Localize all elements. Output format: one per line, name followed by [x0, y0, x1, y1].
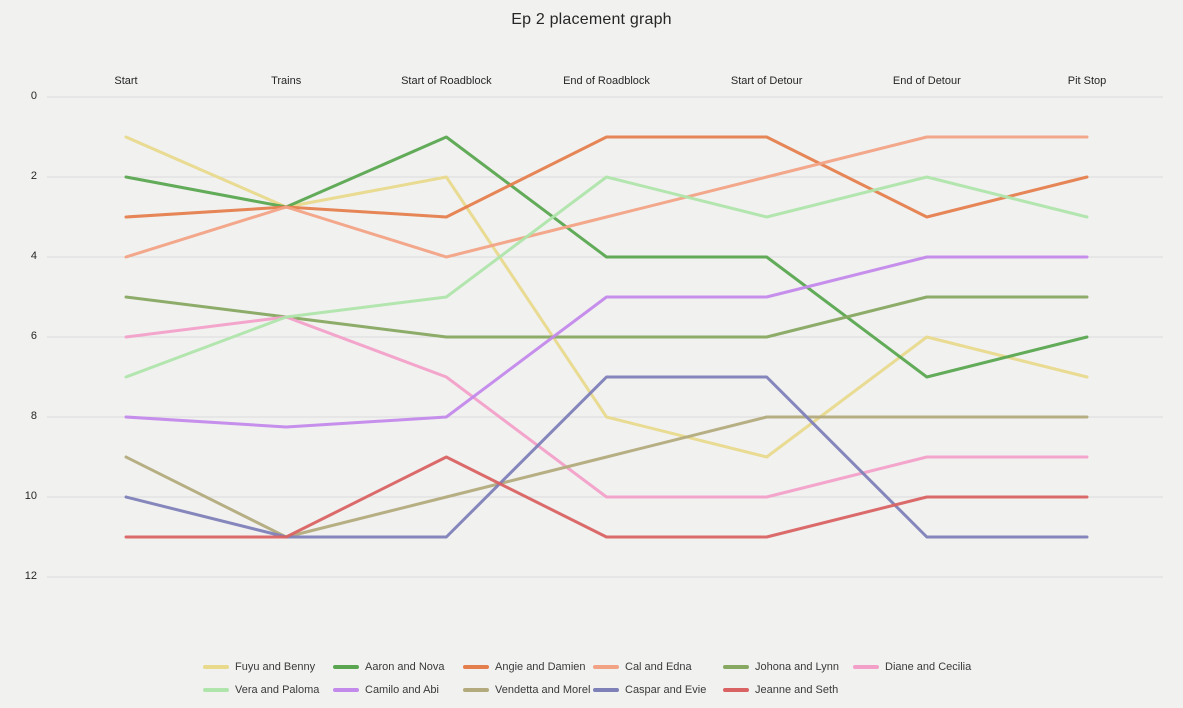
y-axis-tick-2: 2 [30, 170, 37, 182]
chart-title: Ep 2 placement graph [511, 11, 672, 28]
legend-swatch-fuyu-and-benny [203, 664, 229, 669]
legend-label: Aaron and Nova [365, 660, 445, 673]
y-axis-tick-8: 8 [30, 410, 37, 422]
x-axis-label-start-of-roadblock: Start of Roadblock [401, 75, 492, 87]
series-line-camilo-and-abi [124, 255, 1089, 429]
legend-label: Vendetta and Morel [495, 683, 591, 696]
legend-swatch-vendetta-and-morel [463, 687, 489, 692]
legend-label: Caspar and Evie [625, 683, 707, 696]
legend-label: Fuyu and Benny [235, 660, 316, 673]
legend-item-camilo-and-abi: Camilo and Abi [333, 684, 463, 696]
legend-label: Camilo and Abi [365, 683, 439, 696]
x-axis-label-end-of-detour: End of Detour [892, 75, 961, 87]
series-line-vera-and-paloma [124, 175, 1089, 379]
series-line-vendetta-and-morel [124, 415, 1089, 539]
y-axis-tick-12: 12 [24, 570, 37, 582]
chart-legend: Fuyu and Benny Aaron and Nova Angie and Da… [203, 655, 983, 701]
legend-swatch-caspar-and-evie [593, 687, 619, 692]
legend-swatch-diane-and-cecilia [853, 664, 879, 669]
legend-item-angie-and-damien: Angie and Damien [463, 661, 593, 673]
x-axis-label-end-of-roadblock: End of Roadblock [563, 75, 650, 87]
legend-item-fuyu-and-benny: Fuyu and Benny [203, 661, 333, 673]
x-axis-label-pit-stop: Pit Stop [1067, 75, 1107, 87]
x-axis-label-trains: Trains [271, 75, 302, 87]
legend-swatch-angie-and-damien [463, 664, 489, 669]
legend-swatch-aaron-and-nova [333, 664, 359, 669]
series-line-cal-and-edna [124, 135, 1089, 259]
series-line-diane-and-cecilia [124, 315, 1089, 499]
legend-item-johona-and-lynn: Johona and Lynn [723, 661, 853, 673]
legend-swatch-jeanne-and-seth [723, 687, 749, 692]
y-axis-tick-4: 4 [30, 250, 37, 262]
legend-item-jeanne-and-seth: Jeanne and Seth [723, 684, 853, 696]
legend-item-aaron-and-nova: Aaron and Nova [333, 661, 463, 673]
legend-swatch-vera-and-paloma [203, 687, 229, 692]
legend-swatch-camilo-and-abi [333, 687, 359, 692]
legend-item-vera-and-paloma: Vera and Paloma [203, 684, 333, 696]
legend-item-caspar-and-evie: Caspar and Evie [593, 684, 723, 696]
legend-label: Jeanne and Seth [755, 683, 839, 696]
legend-label: Angie and Damien [495, 660, 586, 673]
legend-label: Johona and Lynn [755, 660, 839, 673]
legend-item-diane-and-cecilia: Diane and Cecilia [853, 661, 983, 673]
legend-item-cal-and-edna: Cal and Edna [593, 661, 723, 673]
y-axis-tick-6: 6 [30, 330, 37, 342]
legend-label: Diane and Cecilia [885, 660, 972, 673]
legend-swatch-cal-and-edna [593, 664, 619, 669]
series-line-jeanne-and-seth [124, 455, 1089, 539]
x-axis-label-start: Start [114, 75, 138, 87]
legend-label: Vera and Paloma [235, 683, 320, 696]
legend-item-vendetta-and-morel: Vendetta and Morel [463, 684, 593, 696]
y-axis-tick-0: 0 [30, 90, 37, 102]
series-line-johona-and-lynn [124, 295, 1089, 339]
x-axis-label-start-of-detour: Start of Detour [730, 75, 803, 87]
y-axis-tick-10: 10 [24, 490, 37, 502]
legend-label: Cal and Edna [625, 660, 692, 673]
legend-swatch-johona-and-lynn [723, 664, 749, 669]
